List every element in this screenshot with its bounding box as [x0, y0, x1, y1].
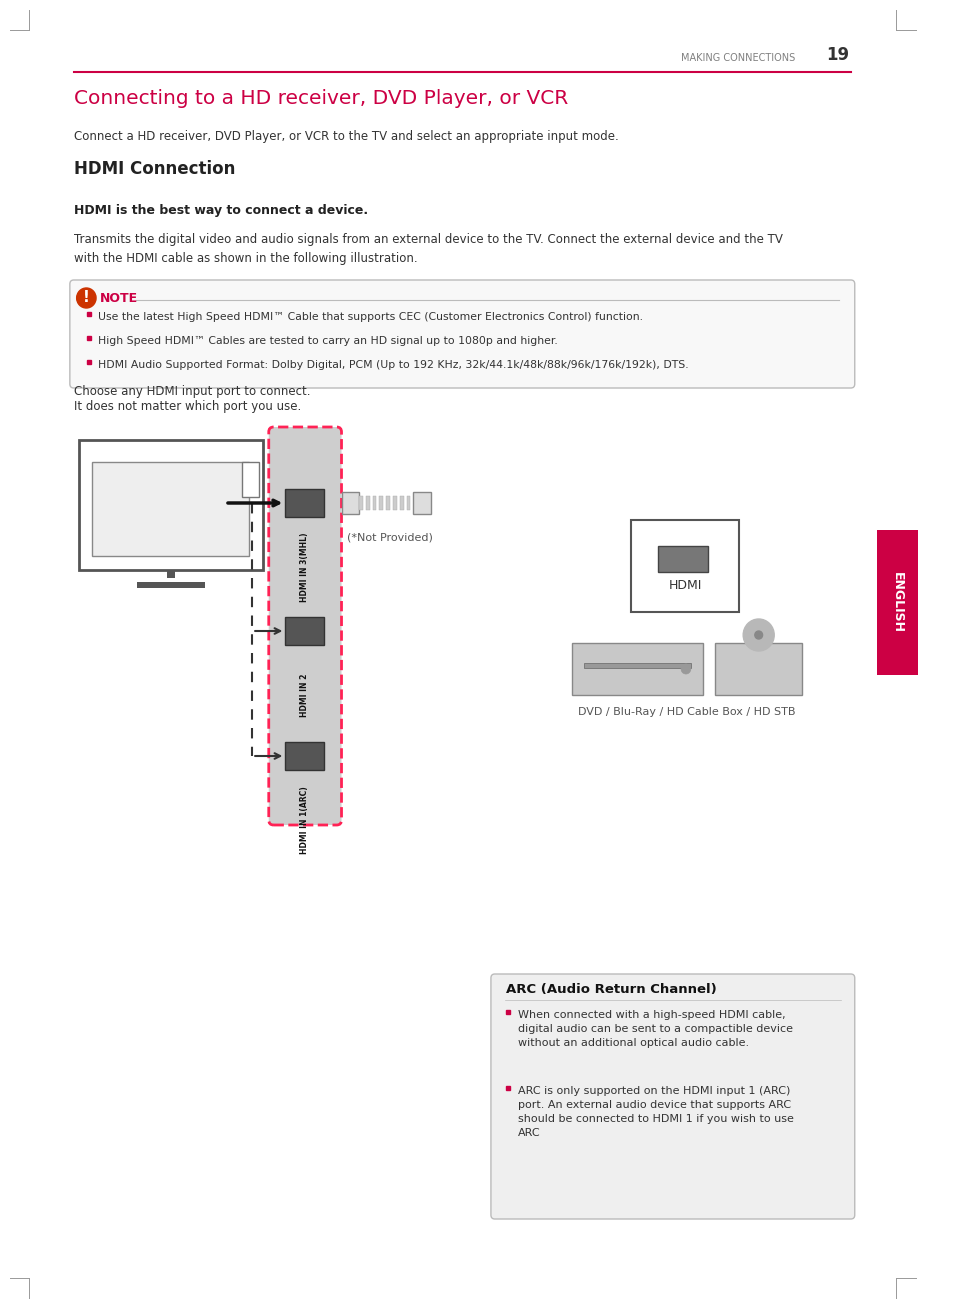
- Text: HDMI IN 2: HDMI IN 2: [300, 674, 309, 717]
- Text: NOTE: NOTE: [100, 292, 138, 305]
- Bar: [583, 663, 690, 668]
- Bar: [136, 582, 205, 589]
- Text: 19: 19: [825, 46, 848, 64]
- Text: ARC is only supported on the HDMI input 1 (ARC)
port. An external audio device t: ARC is only supported on the HDMI input …: [517, 1086, 793, 1138]
- Bar: [399, 496, 403, 510]
- Text: Transmits the digital video and audio signals from an external device to the TV.: Transmits the digital video and audio si…: [73, 233, 781, 266]
- Text: HDMI IN 3(MHL): HDMI IN 3(MHL): [300, 532, 309, 602]
- Circle shape: [76, 288, 96, 307]
- Text: !: !: [83, 290, 90, 306]
- FancyBboxPatch shape: [491, 974, 854, 1219]
- Text: Connecting to a HD receiver, DVD Player, or VCR: Connecting to a HD receiver, DVD Player,…: [73, 89, 567, 109]
- Circle shape: [742, 619, 774, 651]
- Bar: [365, 496, 369, 510]
- Circle shape: [754, 630, 761, 640]
- Text: Use the latest High Speed HDMI™ Cable that supports CEC (Customer Electronics Co: Use the latest High Speed HDMI™ Cable th…: [98, 313, 642, 322]
- Text: Connect a HD receiver, DVD Player, or VCR to the TV and select an appropriate in: Connect a HD receiver, DVD Player, or VC…: [73, 129, 618, 143]
- Text: When connected with a high-speed HDMI cable,
digital audio can be sent to a comp: When connected with a high-speed HDMI ca…: [517, 1010, 792, 1048]
- Bar: [285, 617, 324, 645]
- FancyBboxPatch shape: [70, 280, 854, 388]
- Bar: [572, 644, 702, 695]
- Text: ENGLISH: ENGLISH: [890, 572, 903, 633]
- Text: High Speed HDMI™ Cables are tested to carry an HD signal up to 1080p and higher.: High Speed HDMI™ Cables are tested to ca…: [98, 336, 558, 347]
- Text: DVD / Blu-Ray / HD Cable Box / HD STB: DVD / Blu-Ray / HD Cable Box / HD STB: [578, 708, 795, 717]
- Bar: [358, 496, 362, 510]
- Text: HDMI Connection: HDMI Connection: [73, 160, 234, 178]
- Text: HDMI IN 1(ARC): HDMI IN 1(ARC): [300, 786, 309, 854]
- FancyBboxPatch shape: [269, 426, 341, 825]
- Text: It does not matter which port you use.: It does not matter which port you use.: [73, 400, 300, 413]
- Bar: [241, 462, 259, 497]
- Bar: [406, 496, 410, 510]
- Text: Choose any HDMI input port to connect.: Choose any HDMI input port to connect.: [73, 385, 310, 398]
- Bar: [285, 742, 324, 770]
- Bar: [373, 496, 376, 510]
- Text: MAKING CONNECTIONS: MAKING CONNECTIONS: [680, 54, 795, 63]
- Text: ARC (Audio Return Channel): ARC (Audio Return Channel): [506, 984, 717, 995]
- Text: HDMI Audio Supported Format: Dolby Digital, PCM (Up to 192 KHz, 32k/44.1k/48k/88: HDMI Audio Supported Format: Dolby Digit…: [98, 360, 688, 370]
- Bar: [92, 462, 249, 556]
- Bar: [876, 530, 917, 675]
- Bar: [630, 521, 739, 612]
- Bar: [285, 489, 324, 517]
- Text: HDMI is the best way to connect a device.: HDMI is the best way to connect a device…: [73, 204, 368, 217]
- Bar: [393, 496, 396, 510]
- Circle shape: [680, 664, 690, 674]
- Bar: [413, 492, 431, 514]
- Bar: [78, 439, 263, 570]
- Text: (*Not Provided): (*Not Provided): [347, 532, 433, 542]
- Bar: [658, 545, 707, 572]
- Bar: [341, 492, 358, 514]
- Bar: [167, 570, 174, 578]
- Bar: [386, 496, 390, 510]
- Bar: [379, 496, 383, 510]
- Bar: [715, 644, 801, 695]
- Text: HDMI: HDMI: [667, 579, 700, 593]
